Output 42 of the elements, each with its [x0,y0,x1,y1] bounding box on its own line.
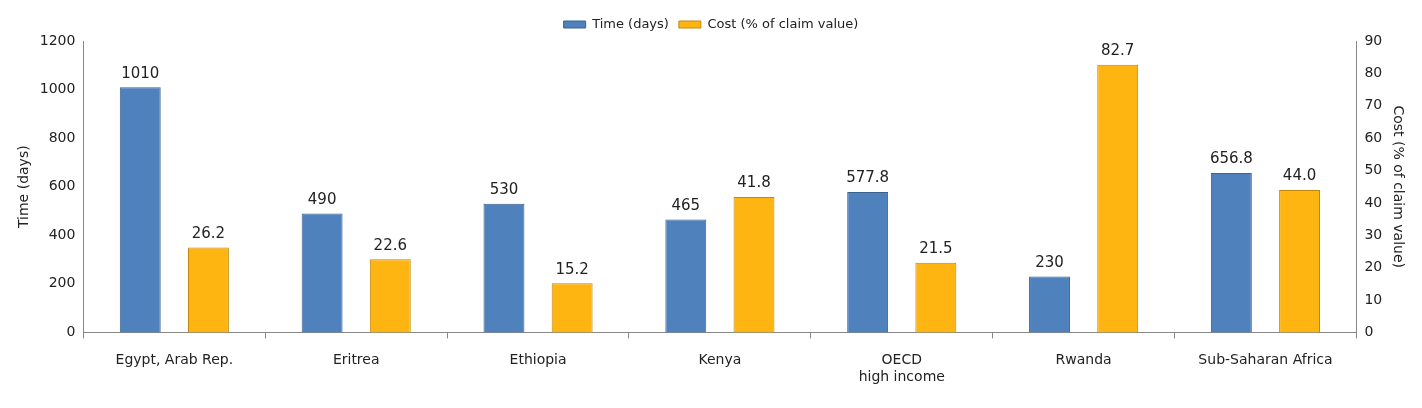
data-label: 490 [307,189,337,208]
data-label: 656.8 [1209,149,1253,168]
data-label: 15.2 [555,259,589,278]
y-tick-label: 400 [48,225,76,242]
y-tick-label: 800 [48,128,76,145]
legend-label: Cost (% of claim value) [707,15,859,31]
y-tick-label: 0 [66,323,76,340]
y-tick-label: 200 [48,274,76,291]
y2-tick-label: 60 [1364,128,1383,145]
y2-tick-label: 10 [1364,290,1383,307]
data-label: 22.6 [373,235,408,254]
y2-tick-label: 30 [1364,225,1383,242]
y-tick-label: 600 [48,177,76,194]
y-tick-label: 1200 [39,31,76,48]
y2-tick-label: 90 [1364,31,1383,48]
data-label: 230 [1035,252,1064,271]
x-tick-label: Sub-Saharan Africa [1198,351,1333,368]
y2-tick-label: 50 [1364,161,1383,178]
data-label: 21.5 [919,239,953,258]
x-tick-label: Kenya [698,351,742,368]
data-label: 41.8 [737,173,771,192]
x-tick-label: OECD high income [858,351,945,385]
y2-tick-label: 40 [1364,193,1383,210]
x-tick-label: Eritrea [332,351,380,368]
x-tick-label: Rwanda [1055,351,1112,368]
y-axis-title: Time (days) [15,145,32,230]
y2-axis-title: Cost (% of claim value) [1390,105,1407,268]
y-tick-label: 1000 [39,80,76,97]
data-label: 530 [489,180,519,199]
y2-tick-label: 70 [1364,96,1383,113]
y2-tick-label: 80 [1364,64,1383,81]
data-label: 44.0 [1282,166,1317,185]
legend-label: Time (days) [591,15,669,31]
data-label: 577.8 [846,168,890,187]
data-label: 26.2 [191,223,226,242]
y2-tick-label: 20 [1364,258,1383,275]
x-tick-label: Ethiopia [509,351,567,368]
data-label: 82.7 [1101,41,1135,60]
data-label: 1010 [121,63,160,82]
y2-tick-label: 0 [1364,323,1374,340]
x-tick-label: Egypt, Arab Rep. [115,351,234,368]
data-label: 465 [671,195,701,214]
